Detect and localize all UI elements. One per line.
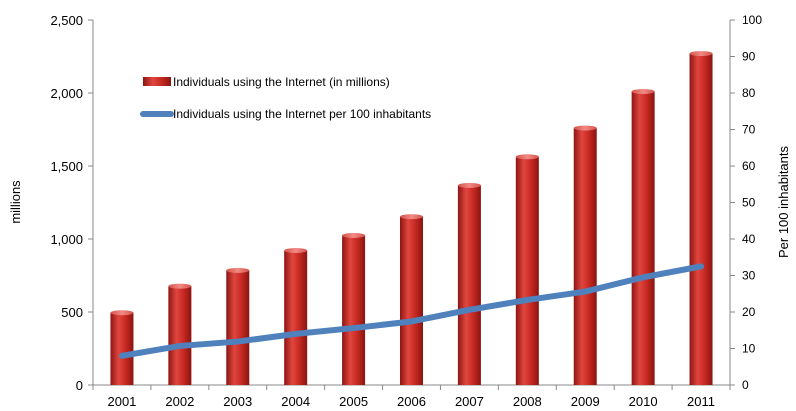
bar-body [284, 250, 308, 385]
bar-body [226, 270, 250, 385]
bar [284, 248, 308, 385]
right-tick-label: 40 [742, 232, 756, 246]
bar [573, 125, 597, 386]
bar-body [400, 216, 423, 385]
x-tick-label: 2003 [223, 394, 252, 409]
bar [168, 283, 192, 385]
x-tick-label: 2005 [339, 394, 368, 409]
bar [689, 51, 713, 386]
bar-cap [284, 248, 308, 254]
left-tick-label: 2,500 [50, 13, 83, 28]
right-tick-label: 90 [742, 50, 756, 64]
bar-cap [226, 267, 250, 273]
right-tick-label: 50 [742, 196, 756, 210]
x-tick-label: 2006 [397, 394, 426, 409]
x-tick-label: 2004 [281, 394, 310, 409]
left-axis-ticks: 0 500 1,000 1,500 2,000 2,500 [50, 13, 93, 393]
x-tick-label: 2011 [687, 394, 715, 409]
x-tick-label: 2008 [513, 394, 542, 409]
left-tick-label: 2,000 [50, 86, 83, 101]
bar-body [168, 286, 192, 385]
legend-bar-label: Individuals using the Internet (in milli… [173, 75, 390, 89]
bar [400, 214, 423, 385]
bar-cap [168, 283, 192, 289]
bar [457, 182, 481, 385]
x-tick-label: 2007 [455, 394, 484, 409]
left-axis-title: millions [8, 180, 23, 224]
right-tick-label: 100 [742, 13, 762, 27]
x-tick-label: 2002 [165, 394, 194, 409]
bar-cap [400, 214, 423, 220]
bar [110, 310, 134, 385]
bar-series [110, 51, 713, 386]
left-tick-label: 1,000 [50, 232, 83, 247]
left-tick-label: 0 [76, 378, 83, 393]
left-tick-label: 500 [61, 305, 83, 320]
bar-cap [631, 89, 655, 95]
right-tick-label: 0 [742, 378, 749, 392]
bar-body [631, 91, 655, 385]
x-tick-label: 2001 [107, 394, 136, 409]
bar-body [515, 156, 539, 385]
bar-cap [342, 232, 366, 238]
legend: Individuals using the Internet (in milli… [140, 75, 431, 121]
bar-body [342, 235, 366, 385]
line-series [118, 263, 705, 359]
bar-cap [573, 125, 597, 131]
bar-body [573, 128, 597, 386]
right-axis-ticks: 0 10 20 30 40 50 60 70 80 90 100 [730, 13, 762, 392]
bar-cap [457, 182, 481, 188]
bar-cap [110, 310, 134, 316]
right-tick-label: 30 [742, 269, 756, 283]
right-axis-title: Per 100 inhabitants [776, 145, 791, 258]
bar [631, 89, 655, 385]
bar-cap [689, 51, 713, 57]
right-tick-label: 20 [742, 305, 756, 319]
right-tick-label: 60 [742, 159, 756, 173]
left-tick-label: 1,500 [50, 159, 83, 174]
bar-body [457, 185, 481, 385]
legend-bar-swatch [143, 77, 171, 86]
legend-line-label: Individuals using the Internet per 100 i… [173, 107, 431, 121]
right-tick-label: 70 [742, 123, 756, 137]
bar-body [110, 312, 134, 385]
bar [515, 154, 539, 385]
x-tick-label: 2010 [629, 394, 658, 409]
bar-body [689, 53, 713, 386]
bar [226, 267, 250, 385]
right-tick-label: 10 [742, 342, 756, 356]
bar [342, 232, 366, 385]
x-tick-label: 2009 [571, 394, 600, 409]
x-axis-ticks: 2001 2002 2003 2004 2005 2006 2007 2008 2009 2010… [92, 385, 731, 409]
right-tick-label: 80 [742, 86, 756, 100]
bar-cap [515, 154, 539, 160]
